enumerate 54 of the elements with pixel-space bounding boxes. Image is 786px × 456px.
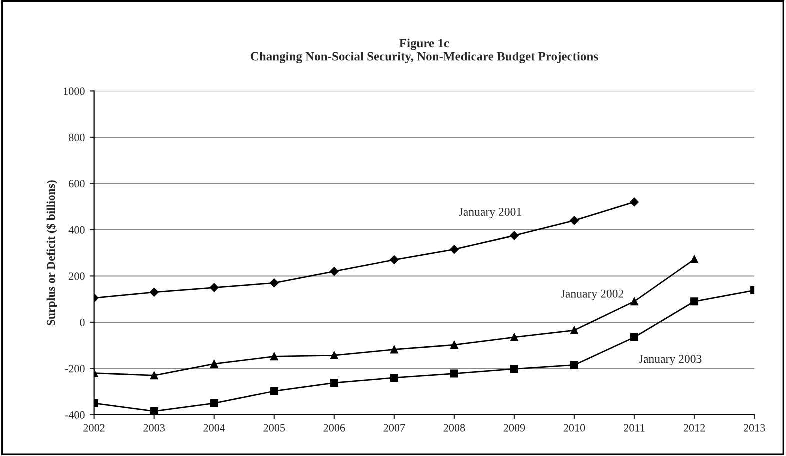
series-label: January 2001 (459, 208, 522, 218)
series-label: January 2002 (561, 290, 624, 300)
y-tick-label: 1000 (64, 88, 85, 96)
point (510, 231, 519, 240)
y-tick-label: 600 (69, 180, 85, 188)
y-tick-label: 200 (69, 272, 85, 280)
point (270, 352, 278, 361)
point (270, 387, 278, 396)
y-tick-label: 400 (68, 226, 85, 234)
x-tick-label: 2010 (564, 424, 586, 432)
point (330, 379, 338, 388)
x-tick-label: 2011 (624, 424, 645, 432)
point (150, 372, 158, 380)
point (390, 256, 399, 264)
y-tick-label: 800 (69, 134, 85, 142)
point (510, 365, 518, 374)
x-tick-label: 2002 (84, 424, 105, 432)
point (450, 245, 459, 254)
point (210, 399, 218, 408)
y-axis-title: Surplus or Deficit ($ billions) (46, 180, 58, 326)
point (330, 267, 339, 276)
point (210, 360, 218, 368)
point (630, 298, 639, 306)
y-tick-label: -400 (65, 411, 85, 419)
x-tick-label: 2003 (144, 424, 166, 432)
x-tick-label: 2006 (324, 424, 346, 432)
point (390, 374, 398, 382)
x-tick-label: 2005 (264, 424, 286, 432)
point (210, 283, 219, 292)
point (630, 333, 639, 342)
point (150, 288, 159, 297)
point (270, 278, 279, 288)
point (570, 216, 579, 226)
point (150, 408, 158, 415)
point (570, 361, 578, 370)
x-tick-label: 2013 (744, 424, 766, 432)
point (330, 352, 338, 360)
point (510, 333, 518, 342)
x-tick-label: 2004 (204, 424, 226, 432)
point (570, 326, 578, 335)
y-tick-label: 0 (80, 318, 85, 326)
chart-title: Figure 1c Changing Non-Social Security, Non-Medicare Budget Projections (250, 38, 598, 64)
point (690, 256, 699, 264)
point (450, 370, 458, 378)
point (450, 341, 458, 350)
x-tick-label: 2012 (684, 424, 706, 432)
x-tick-label: 2009 (504, 424, 526, 432)
x-tick-label: 2008 (444, 424, 466, 432)
y-tick-label: -200 (65, 365, 85, 373)
point (390, 346, 398, 354)
x-tick-label: 2007 (384, 424, 406, 432)
series-label: January 2003 (639, 355, 702, 366)
point (630, 198, 639, 207)
point (690, 298, 699, 306)
